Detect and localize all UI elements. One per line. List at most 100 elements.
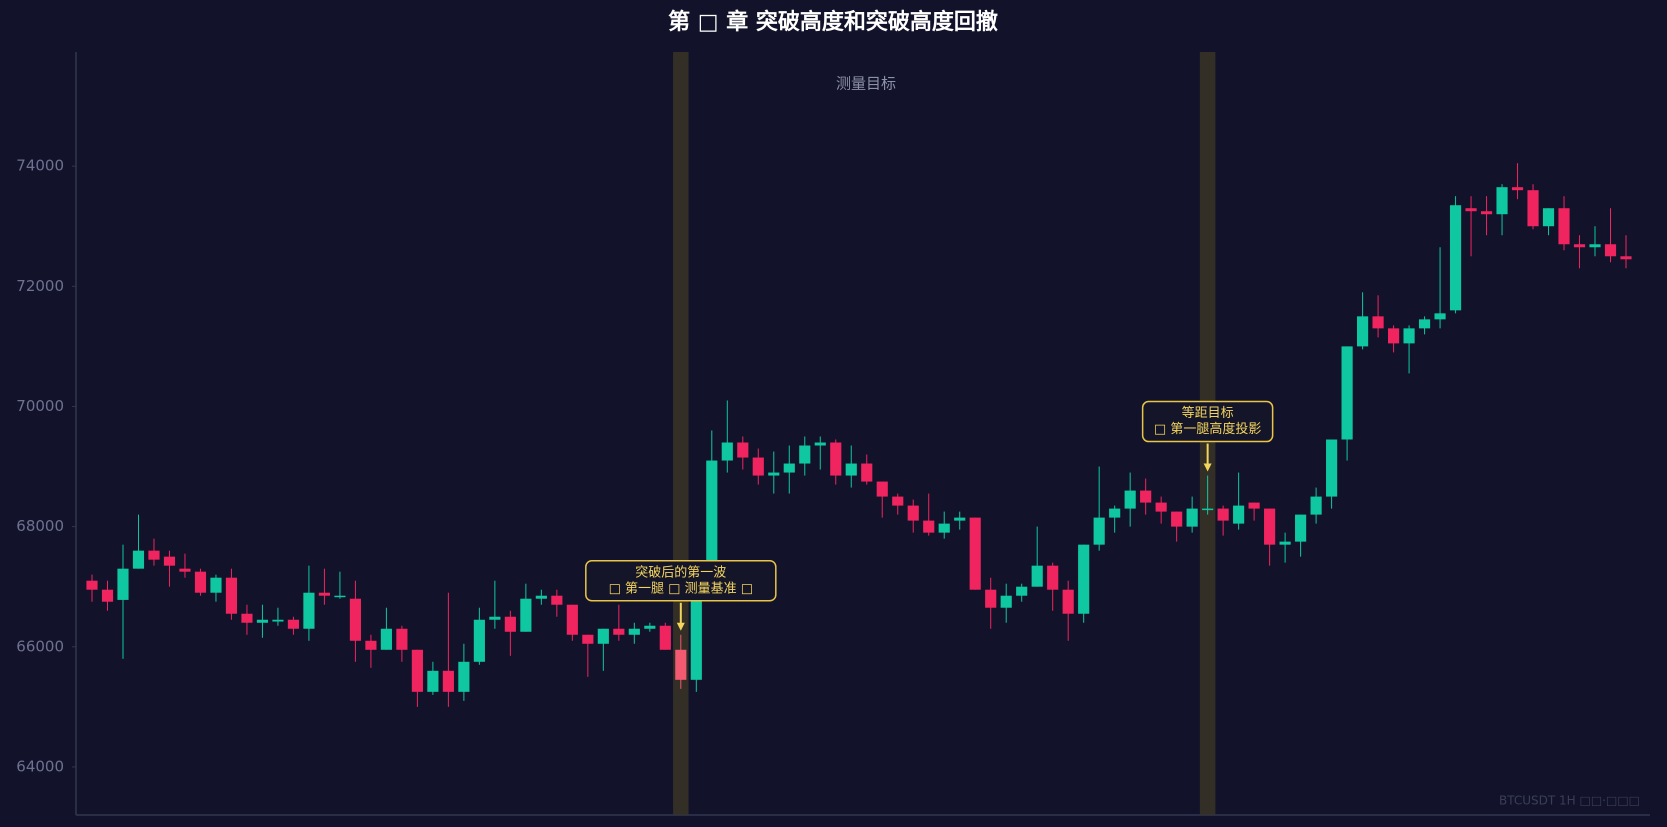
candle-body xyxy=(1062,589,1074,614)
candle-body xyxy=(938,523,950,533)
candle-body xyxy=(628,628,640,635)
candle-body xyxy=(101,589,114,602)
candle-body xyxy=(1558,208,1570,245)
candle-body xyxy=(396,628,408,650)
candle-body xyxy=(659,625,671,650)
candle-body xyxy=(287,619,300,629)
candle-body xyxy=(318,592,331,596)
candle-body xyxy=(334,595,346,598)
candle-body xyxy=(907,505,919,521)
candle-body xyxy=(1542,208,1555,227)
candle-body xyxy=(241,613,253,623)
annotation-box xyxy=(1141,400,1274,443)
candle-body xyxy=(349,598,361,641)
candle-body xyxy=(985,589,997,608)
candle-body xyxy=(845,463,857,476)
candle-body xyxy=(1155,502,1167,512)
candle-body xyxy=(1217,508,1229,521)
candle-body xyxy=(551,595,563,605)
annotation-text: 等距目标 xyxy=(1182,405,1234,421)
candle-body xyxy=(737,442,749,458)
candle-body xyxy=(1186,508,1198,527)
candle-body xyxy=(1589,244,1601,248)
candle-body xyxy=(1620,256,1632,260)
candle-body xyxy=(1449,205,1462,311)
candle-body xyxy=(954,517,966,521)
candle-body xyxy=(1326,439,1338,497)
candle-body xyxy=(721,442,733,461)
candle-body xyxy=(1202,508,1214,511)
candle-body xyxy=(1434,313,1446,320)
candle-body xyxy=(1465,208,1477,212)
y-tick-label: 70000 xyxy=(16,397,64,415)
candle-body xyxy=(814,442,826,446)
annotation-arrowhead xyxy=(676,622,685,631)
candle-body xyxy=(1140,490,1152,503)
candle-body xyxy=(1496,187,1508,215)
candle-body xyxy=(1511,187,1524,191)
annotation-arrowhead xyxy=(1203,463,1212,472)
candle-body xyxy=(799,445,811,464)
candle-body xyxy=(752,457,764,476)
candle-body xyxy=(1604,244,1617,257)
candle-body xyxy=(1527,190,1539,227)
candle-body xyxy=(303,592,315,629)
candle-body xyxy=(1031,565,1043,587)
candle-body xyxy=(1480,211,1493,215)
candle-body xyxy=(861,463,873,482)
candle-body xyxy=(427,670,439,692)
candle-body xyxy=(690,589,702,680)
candle-body xyxy=(117,568,129,600)
candle-body xyxy=(442,670,454,692)
candle-body xyxy=(473,619,485,662)
candle-body xyxy=(458,661,470,692)
candle-body xyxy=(613,628,625,635)
y-tick-label: 68000 xyxy=(16,517,64,535)
y-tick-label: 74000 xyxy=(16,157,64,175)
candle-body xyxy=(1418,319,1431,329)
candle-body xyxy=(1341,346,1353,440)
candle-body xyxy=(256,619,269,623)
candle-body xyxy=(597,628,609,644)
candle-body xyxy=(1047,565,1059,590)
candle-body xyxy=(1233,505,1245,524)
candle-body xyxy=(411,649,423,692)
candle-body xyxy=(272,619,284,622)
candle-body xyxy=(520,598,532,632)
candle-body xyxy=(163,556,176,566)
candle-body xyxy=(225,577,238,614)
candle-body xyxy=(86,580,98,590)
candle-body xyxy=(1310,496,1322,515)
candle-body xyxy=(1295,514,1307,542)
band-label: 测量目标 xyxy=(836,75,896,93)
annotation-box xyxy=(585,560,777,602)
candle-body xyxy=(566,604,578,635)
candle-body xyxy=(365,640,377,650)
candle-body xyxy=(504,616,516,632)
candle-body xyxy=(830,442,842,476)
annotation-text: □ 第一腿高度投影 xyxy=(1154,421,1261,437)
candle-body xyxy=(675,649,687,680)
candle-body xyxy=(148,550,160,560)
candle-body xyxy=(1573,244,1586,248)
y-tick-label: 64000 xyxy=(16,757,64,775)
candle-body xyxy=(969,517,981,590)
y-tick-label: 66000 xyxy=(16,637,64,655)
candle-body xyxy=(1078,544,1090,614)
candle-body xyxy=(892,496,904,506)
highlight-band xyxy=(673,52,689,815)
candle-body xyxy=(132,550,145,569)
annotation-text: □ 第一腿 □ 测量基准 □ xyxy=(609,581,753,596)
candle-body xyxy=(380,628,392,650)
candle-body xyxy=(923,520,935,533)
candle-body xyxy=(1387,328,1400,344)
candle-body xyxy=(1124,490,1136,509)
candle-body xyxy=(194,571,207,593)
chart-title: 第 □ 章 突破高度和突破高度回撤 xyxy=(668,9,998,35)
candle-body xyxy=(1372,316,1384,329)
candle-body xyxy=(783,463,795,473)
watermark: BTCUSDT 1H □□·□□□ xyxy=(1499,794,1640,808)
